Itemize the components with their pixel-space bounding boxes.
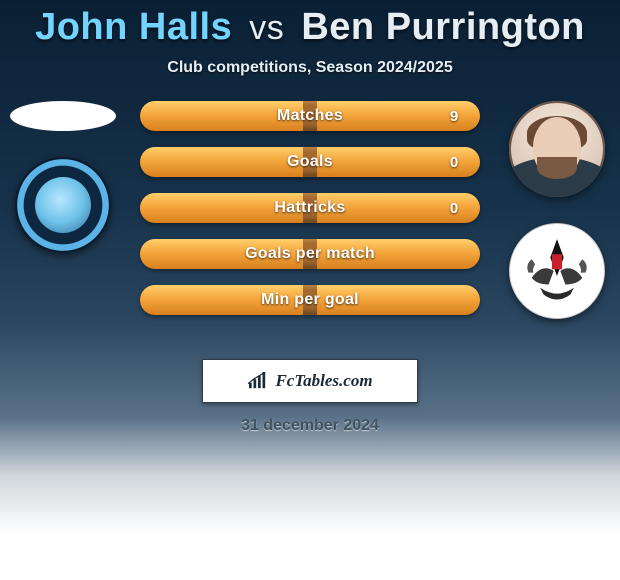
bar-chart-icon [247,372,269,390]
player1-club-crest [15,157,111,253]
stat-bar: Goals0 [140,147,480,177]
stat-bar-value-right [434,239,474,269]
comparison-arena: Matches9Goals0Hattricks0Goals per matchM… [0,101,620,341]
stat-bar-value-left [146,101,186,131]
stat-bar-value-left [146,193,186,223]
player2-club-crest [509,223,605,319]
stat-bar-label: Matches [140,101,480,131]
player1-avatar [10,101,116,131]
left-player-column [8,101,118,253]
title-vs: vs [249,9,284,47]
stat-bar-value-right: 9 [434,101,474,131]
stat-bar: Hattricks0 [140,193,480,223]
stat-bar-label: Min per goal [140,285,480,315]
page-title: John Halls vs Ben Purrington [0,0,620,49]
stat-bar-value-left [146,239,186,269]
footer-brand-card: FcTables.com [202,359,418,403]
stat-bar: Goals per match [140,239,480,269]
stat-bar-value-left [146,147,186,177]
footer-brand-text: FcTables.com [275,371,372,391]
stat-bar: Matches9 [140,101,480,131]
stat-bar-value-right [434,285,474,315]
player2-avatar [509,101,605,197]
stat-bars: Matches9Goals0Hattricks0Goals per matchM… [140,101,480,315]
stat-bar-value-right: 0 [434,193,474,223]
right-player-column [502,101,612,319]
title-player2: Ben Purrington [301,6,585,48]
stat-bar-value-right: 0 [434,147,474,177]
stat-bar-label: Goals [140,147,480,177]
footer-date: 31 december 2024 [0,417,620,435]
subtitle: Club competitions, Season 2024/2025 [0,59,620,77]
stat-bar-label: Goals per match [140,239,480,269]
stat-bar-label: Hattricks [140,193,480,223]
title-player1: John Halls [35,6,232,48]
stat-bar: Min per goal [140,285,480,315]
stat-bar-value-left [146,285,186,315]
exeter-crest-icon [515,229,599,313]
